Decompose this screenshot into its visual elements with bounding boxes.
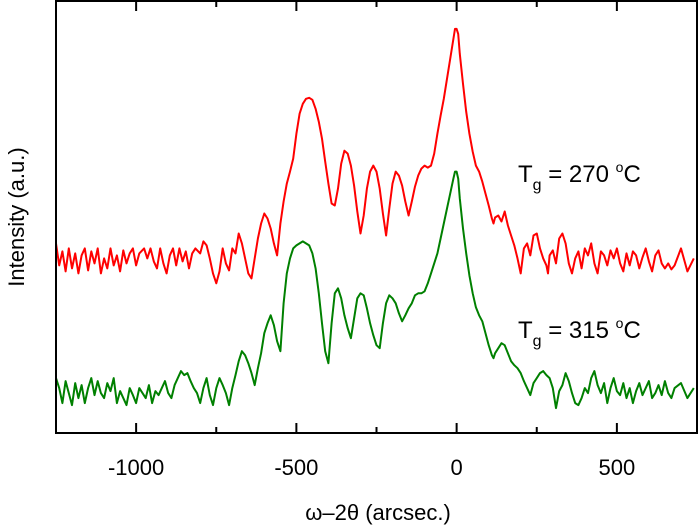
series-label-tg-315: Tg = 315 oC bbox=[518, 315, 641, 350]
plot-lines bbox=[55, 27, 695, 410]
plot-frame bbox=[55, 0, 698, 434]
x-axis-ticks bbox=[135, 1, 618, 433]
series-line-tg-315 bbox=[55, 170, 695, 410]
x-axis-tick-labels: -1000 -500 0 500 bbox=[108, 455, 635, 480]
x-axis-title: ω–2θ (arcsec.) bbox=[305, 500, 451, 525]
y-axis-title: Intensity (a.u.) bbox=[4, 147, 29, 286]
x-tick-label: -1000 bbox=[108, 455, 164, 480]
x-tick-label: 500 bbox=[599, 455, 636, 480]
x-tick-label: 0 bbox=[451, 455, 463, 480]
series-line-tg-270 bbox=[55, 27, 695, 285]
series-annotations: Tg = 270 oC Tg = 315 oC bbox=[518, 159, 641, 350]
x-tick-label: -500 bbox=[274, 455, 318, 480]
series-label-tg-270: Tg = 270 oC bbox=[518, 159, 641, 194]
